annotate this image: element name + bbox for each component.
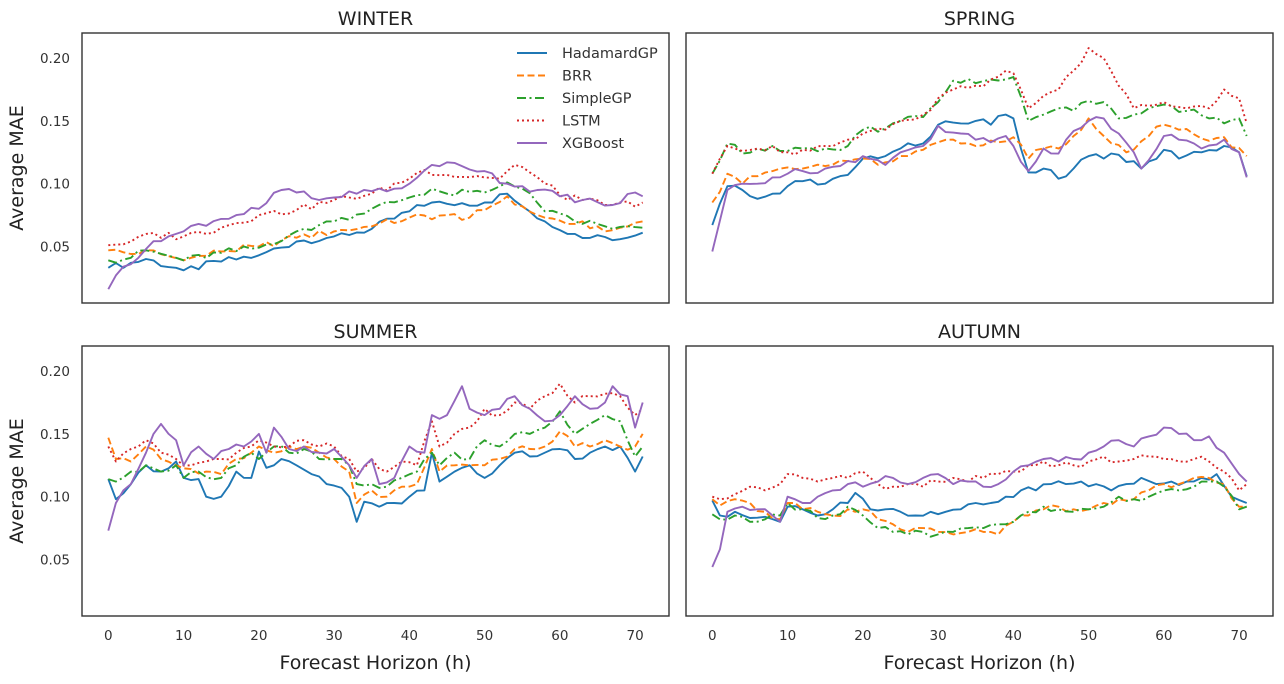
plot-frame bbox=[685, 345, 1274, 617]
x-tick-label: 10 bbox=[175, 628, 192, 644]
y-tick-label: 0.05 bbox=[40, 552, 70, 568]
series-line-lstm bbox=[108, 163, 644, 247]
x-tick-label: 0 bbox=[708, 628, 717, 644]
series-line-simplegp bbox=[108, 181, 643, 264]
series-line-hadamardgp bbox=[711, 113, 1248, 226]
panel-autumn: AUTUMN 0 10 20 30 40 50 60 70 Forecast Horizon (h… bbox=[685, 321, 1274, 674]
panel-title: SUMMER bbox=[334, 321, 418, 343]
plot-frame bbox=[81, 32, 670, 304]
legend: HadamardGP BRR SimpleGP LSTM XGBoost bbox=[517, 46, 658, 152]
x-tick-label: 50 bbox=[476, 628, 493, 644]
series-line-simplegp bbox=[711, 76, 1248, 175]
y-tick-label: 0.10 bbox=[40, 490, 70, 506]
x-tick-label: 50 bbox=[1080, 628, 1097, 644]
series-line-lstm bbox=[711, 47, 1248, 175]
series-line-xgboost bbox=[107, 161, 644, 290]
x-axis-label: Forecast Horizon (h) bbox=[884, 652, 1076, 674]
x-tick-label: 70 bbox=[627, 628, 644, 644]
y-axis-label: Average MAE bbox=[6, 105, 28, 230]
y-axis-label: Average MAE bbox=[6, 418, 28, 543]
x-tick-label: 30 bbox=[930, 628, 947, 644]
y-tick-label: 0.05 bbox=[40, 239, 70, 255]
series-lines bbox=[711, 426, 1248, 568]
x-tick-label: 60 bbox=[551, 628, 568, 644]
series-lines bbox=[107, 382, 644, 531]
panel-winter: WINTER 0.05 0.10 0.15 0.20 Average MAE Hadamar… bbox=[6, 8, 670, 304]
chart-panels: WINTER 0.05 0.10 0.15 0.20 Average MAE Hadamar… bbox=[6, 8, 1274, 674]
series-line-hadamardgp bbox=[711, 473, 1248, 523]
x-tick-label: 0 bbox=[104, 628, 113, 644]
panel-summer: SUMMER 0.05 0.10 0.15 0.20 Average MAE 0 10 20 30… bbox=[6, 321, 670, 674]
series-lines bbox=[711, 47, 1248, 252]
y-tick-label: 0.20 bbox=[40, 51, 70, 67]
x-axis-label: Forecast Horizon (h) bbox=[280, 652, 472, 674]
panel-title: SPRING bbox=[944, 8, 1015, 30]
panel-title: WINTER bbox=[338, 8, 413, 30]
x-tick-label: 20 bbox=[250, 628, 267, 644]
legend-label-xgboost: XGBoost bbox=[562, 136, 624, 152]
series-line-simplegp bbox=[711, 480, 1248, 538]
legend-label-hadamardgp: HadamardGP bbox=[562, 46, 658, 62]
y-tick-label: 0.15 bbox=[40, 427, 70, 443]
panel-title: AUTUMN bbox=[938, 321, 1021, 343]
series-line-brr bbox=[108, 195, 643, 262]
y-tick-label: 0.10 bbox=[40, 177, 70, 193]
series-line-hadamardgp bbox=[107, 192, 644, 272]
y-tick-label: 0.15 bbox=[40, 114, 70, 130]
series-line-xgboost bbox=[107, 385, 644, 531]
series-line-hadamardgp bbox=[107, 445, 644, 523]
x-tick-label: 40 bbox=[401, 628, 418, 644]
series-line-lstm bbox=[107, 382, 644, 473]
x-tick-label: 10 bbox=[779, 628, 796, 644]
series-line-brr bbox=[711, 117, 1248, 204]
series-lines bbox=[107, 161, 644, 290]
x-tick-label: 70 bbox=[1231, 628, 1248, 644]
series-line-lstm bbox=[712, 454, 1248, 501]
series-line-xgboost bbox=[711, 116, 1248, 252]
legend-label-brr: BRR bbox=[562, 69, 592, 85]
x-tick-label: 20 bbox=[854, 628, 871, 644]
x-tick-label: 40 bbox=[1005, 628, 1022, 644]
legend-label-lstm: LSTM bbox=[562, 114, 601, 130]
series-line-brr bbox=[711, 475, 1247, 536]
series-line-xgboost bbox=[711, 426, 1248, 568]
legend-label-simplegp: SimpleGP bbox=[562, 91, 632, 107]
y-tick-label: 0.20 bbox=[40, 364, 70, 380]
plot-frame bbox=[685, 32, 1274, 304]
series-line-brr bbox=[107, 430, 644, 504]
plot-frame bbox=[81, 345, 670, 617]
x-tick-label: 60 bbox=[1155, 628, 1172, 644]
panel-spring: SPRING bbox=[685, 8, 1274, 304]
x-tick-label: 30 bbox=[326, 628, 343, 644]
